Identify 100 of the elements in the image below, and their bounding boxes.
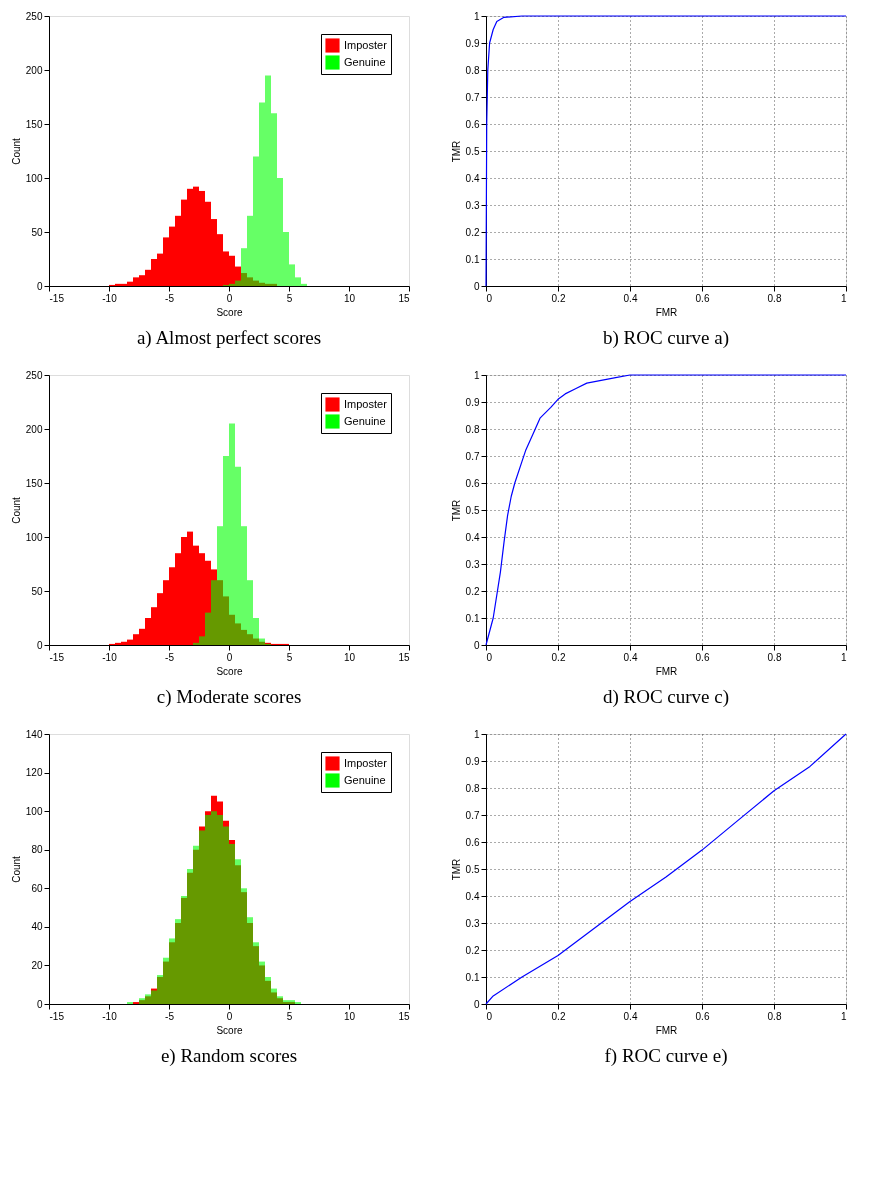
x-tick-label: -5 <box>165 1010 175 1022</box>
text: a) Almost perfect scores <box>136 327 322 349</box>
y-tick-label: 250 <box>25 369 43 381</box>
y-tick-label: 120 <box>25 767 43 779</box>
x-tick-label: 0.4 <box>623 292 638 304</box>
x-tick-label: 10 <box>343 651 356 663</box>
y-tick-label: 0.4 <box>465 531 480 543</box>
text: b) ROC curve a) <box>602 327 730 349</box>
x-axis-title: Score <box>216 665 243 677</box>
legend-label: Imposter <box>344 38 388 51</box>
text: c) Moderate scores <box>156 686 302 708</box>
legend-label: Genuine <box>344 55 386 68</box>
y-tick-label: 0 <box>473 998 480 1010</box>
legend-label: Genuine <box>344 773 386 786</box>
x-tick-label: 0.8 <box>767 1010 782 1022</box>
x-tick-label: 0.2 <box>551 651 566 663</box>
x-tick-label: -15 <box>49 651 65 663</box>
x-tick-label: -5 <box>165 292 175 304</box>
text: f) ROC curve e) <box>604 1045 728 1067</box>
y-tick-label: 200 <box>25 423 43 435</box>
y-tick-label: 0.1 <box>465 612 480 624</box>
y-tick-label: 1 <box>473 369 480 381</box>
y-tick-label: 100 <box>25 805 43 817</box>
text: e) Random scores <box>160 1045 298 1067</box>
x-tick-label: 1 <box>840 292 847 304</box>
y-tick-label: 20 <box>31 959 43 971</box>
y-axis-title: Count <box>10 137 22 165</box>
y-tick-label: 0 <box>36 639 43 651</box>
legend-label: Imposter <box>344 756 388 769</box>
x-tick-label: 0.6 <box>695 292 710 304</box>
y-tick-label: 0.3 <box>465 558 480 570</box>
y-tick-label: 0.9 <box>465 37 480 49</box>
y-tick-label: 80 <box>31 844 43 856</box>
x-tick-label: 15 <box>398 1010 410 1022</box>
y-tick-label: 0.2 <box>465 944 480 956</box>
y-tick-label: 0.4 <box>465 172 480 184</box>
y-tick-label: 0 <box>36 998 43 1010</box>
x-tick-label: 0.6 <box>695 1010 710 1022</box>
y-tick-label: 250 <box>25 10 43 22</box>
y-tick-label: 150 <box>25 118 43 130</box>
x-axis-title: FMR <box>655 306 678 318</box>
y-tick-label: 0 <box>473 280 480 292</box>
y-tick-label: 0.5 <box>465 504 480 516</box>
y-tick-label: 0 <box>473 639 480 651</box>
y-tick-label: 1 <box>473 10 480 22</box>
x-tick-label: 0 <box>486 1010 493 1022</box>
x-tick-label: 0.2 <box>551 1010 566 1022</box>
x-tick-label: 0 <box>226 1010 233 1022</box>
x-tick-label: 0.4 <box>623 1010 638 1022</box>
y-tick-label: 0.6 <box>465 118 480 130</box>
y-tick-label: 0.6 <box>465 836 480 848</box>
x-tick-label: 5 <box>286 1010 293 1022</box>
y-tick-label: 0.8 <box>465 64 480 76</box>
x-tick-label: 0.4 <box>623 651 638 663</box>
y-tick-label: 0.4 <box>465 890 480 902</box>
y-tick-label: 140 <box>25 728 43 740</box>
y-tick-label: 200 <box>25 64 43 76</box>
y-tick-label: 100 <box>25 531 43 543</box>
x-tick-label: 10 <box>343 1010 356 1022</box>
x-tick-label: 5 <box>286 292 293 304</box>
y-tick-label: 0 <box>36 280 43 292</box>
y-tick-label: 0.1 <box>465 971 480 983</box>
y-tick-label: 100 <box>25 172 43 184</box>
y-tick-label: 0.5 <box>465 863 480 875</box>
y-tick-label: 0.3 <box>465 199 480 211</box>
x-tick-label: -15 <box>49 292 65 304</box>
y-tick-label: 50 <box>31 226 43 238</box>
x-tick-label: 1 <box>840 651 847 663</box>
y-tick-label: 40 <box>31 921 43 933</box>
y-tick-label: 0.2 <box>465 585 480 597</box>
x-tick-label: 0.6 <box>695 651 710 663</box>
y-tick-label: 0.3 <box>465 917 480 929</box>
y-tick-label: 0.7 <box>465 450 480 462</box>
x-tick-label: 0.8 <box>767 651 782 663</box>
y-axis-title: TMR <box>450 499 462 522</box>
y-tick-label: 0.8 <box>465 423 480 435</box>
x-tick-label: -10 <box>102 651 118 663</box>
x-axis-title: Score <box>216 306 243 318</box>
x-axis-title: FMR <box>655 665 678 677</box>
y-tick-label: 1 <box>473 728 480 740</box>
text: d) ROC curve c) <box>602 686 730 708</box>
x-tick-label: 0 <box>226 651 233 663</box>
y-tick-label: 0.7 <box>465 809 480 821</box>
x-tick-label: 15 <box>398 651 410 663</box>
y-tick-label: 0.9 <box>465 396 480 408</box>
y-axis-title: Count <box>10 855 22 883</box>
y-axis-title: TMR <box>450 858 462 881</box>
legend-label: Genuine <box>344 414 386 427</box>
y-tick-label: 0.5 <box>465 145 480 157</box>
legend-label: Imposter <box>344 397 388 410</box>
x-tick-label: 0.2 <box>551 292 566 304</box>
x-tick-label: -10 <box>102 292 118 304</box>
y-axis-title: Count <box>10 496 22 524</box>
x-tick-label: -15 <box>49 1010 65 1022</box>
x-tick-label: 0 <box>486 651 493 663</box>
y-tick-label: 0.8 <box>465 782 480 794</box>
x-axis-title: FMR <box>655 1024 678 1036</box>
x-tick-label: -10 <box>102 1010 118 1022</box>
x-axis-title: Score <box>216 1024 243 1036</box>
y-tick-label: 50 <box>31 585 43 597</box>
